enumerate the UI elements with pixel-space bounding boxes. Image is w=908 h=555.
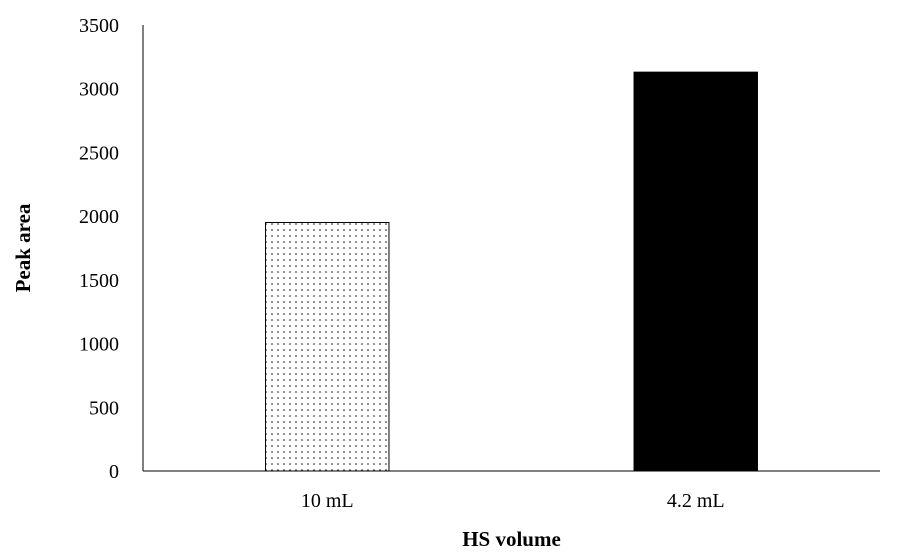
y-axis-title: Peak area (11, 203, 35, 292)
y-tick-label: 500 (89, 397, 119, 419)
y-tick-label: 3000 (79, 79, 119, 101)
y-tick-label: 1500 (79, 270, 119, 292)
y-tick-label: 2000 (79, 206, 119, 228)
x-tick-labels: 10 mL 4.2 mL (301, 490, 725, 512)
y-tick-labels: 0 500 1000 1500 2000 2500 3000 3500 (79, 15, 119, 483)
bar-10ml (265, 222, 390, 472)
x-tick-label: 10 mL (301, 490, 354, 512)
y-tick-label: 1000 (79, 334, 119, 356)
bars (265, 71, 758, 472)
x-axis-title: HS volume (462, 527, 561, 551)
bar-4-2ml (633, 71, 758, 472)
x-tick-label: 4.2 mL (667, 490, 725, 512)
y-tick-label: 3500 (79, 15, 119, 37)
y-tick-label: 2500 (79, 142, 119, 164)
y-tick-label: 0 (109, 461, 119, 483)
